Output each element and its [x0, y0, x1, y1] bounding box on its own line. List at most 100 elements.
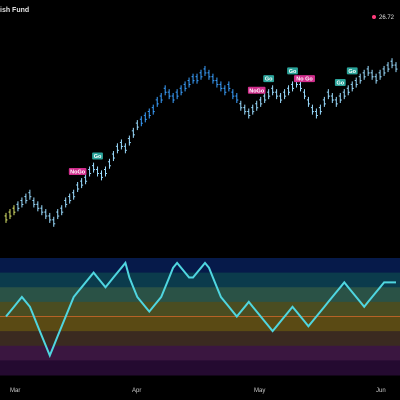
price-bar: [211, 73, 215, 84]
price-bar: [390, 58, 394, 69]
svg-text:No Go: No Go: [296, 77, 313, 83]
price-bar: [4, 212, 8, 223]
price-marker-icon: [371, 15, 376, 20]
price-bar: [263, 93, 267, 104]
price-bar: [342, 89, 346, 100]
price-bar: [350, 81, 354, 92]
x-axis: Mar Apr May Jun: [10, 388, 386, 394]
price-bar: [235, 93, 239, 104]
price-bar: [44, 209, 48, 220]
price-bar: [354, 77, 358, 88]
price-bar: [219, 81, 223, 92]
price-bar: [195, 73, 199, 84]
oscillator-band: [0, 301, 400, 317]
price-bar: [291, 81, 295, 92]
price-bar: [76, 181, 80, 192]
x-tick-label: Mar: [10, 388, 20, 394]
price-bar: [227, 81, 231, 92]
oscillator-band: [0, 258, 400, 274]
price-bar: [271, 85, 275, 96]
price-bar: [302, 89, 306, 100]
oscillator-band: [0, 360, 400, 376]
price-bar: [247, 108, 251, 119]
price-bar: [28, 189, 32, 200]
price-bar: [159, 93, 163, 104]
svg-text:Go: Go: [265, 77, 273, 83]
price-bar: [330, 93, 334, 104]
price-bar: [147, 108, 151, 119]
price-bar: [96, 166, 100, 177]
price-bar: [346, 85, 350, 96]
oscillator-band: [0, 287, 400, 303]
x-tick-label: May: [254, 388, 265, 394]
price-bar: [183, 81, 187, 92]
price-bar: [20, 197, 24, 208]
price-bar: [275, 89, 279, 100]
last-price-tag: 26.72: [371, 15, 394, 21]
svg-text:Go: Go: [94, 154, 102, 160]
go-signal-label: Go: [287, 67, 298, 75]
price-bar: [279, 93, 283, 104]
price-bar: [107, 158, 111, 169]
price-bar: [239, 100, 243, 111]
price-bar: [322, 96, 326, 107]
price-bar: [36, 201, 40, 212]
price-bar: [394, 62, 398, 73]
price-bar: [16, 201, 20, 212]
go-signal-label: Go: [346, 67, 358, 75]
price-bar: [382, 65, 386, 76]
price-bar: [24, 193, 28, 204]
price-bar: [135, 120, 139, 131]
price-bar: [163, 85, 167, 96]
go-signal-label: Go: [334, 79, 346, 87]
price-bar: [223, 85, 227, 96]
price-bar: [143, 112, 147, 123]
x-tick-label: Apr: [132, 388, 141, 394]
price-bar: [318, 104, 322, 115]
go-signal-label: Go: [263, 75, 275, 83]
price-bar: [103, 166, 107, 177]
nogo-signal-label: NoGo: [68, 167, 87, 175]
oscillator-line: [5, 260, 396, 359]
price-bar: [171, 93, 175, 104]
price-bar: [60, 205, 64, 216]
price-bar: [370, 69, 374, 80]
price-bar: [259, 96, 263, 107]
price-bar: [175, 89, 179, 100]
price-bar: [100, 170, 104, 181]
price-bar: [283, 89, 287, 100]
price-bar: [155, 96, 159, 107]
price-bar: [251, 104, 255, 115]
svg-text:Go: Go: [336, 81, 344, 87]
price-bar: [231, 89, 235, 100]
price-bar: [40, 205, 44, 216]
price-bar: [358, 73, 362, 84]
price-bar: [12, 205, 16, 216]
oscillator-band: [0, 345, 400, 361]
price-bar: [131, 127, 135, 138]
price-bar: [287, 85, 291, 96]
price-bar: [119, 139, 123, 150]
price-bar: [267, 89, 271, 100]
nogo-signal-label: NoGo: [247, 86, 266, 94]
price-bar: [378, 69, 382, 80]
price-bar: [139, 116, 143, 127]
price-bar: [306, 96, 310, 107]
chart-title: ish Fund: [0, 7, 30, 14]
price-bar: [191, 73, 195, 84]
price-bar: [8, 209, 12, 220]
price-bar: [199, 69, 203, 80]
price-bar: [243, 104, 247, 115]
price-bar: [179, 85, 183, 96]
svg-text:Go: Go: [289, 69, 297, 75]
price-bar: [366, 65, 370, 76]
price-bar: [314, 108, 318, 119]
price-bar: [123, 143, 127, 154]
price-bar: [386, 62, 390, 73]
price-bar: [215, 77, 219, 88]
go-signal-label: Go: [92, 152, 103, 160]
price-bar: [92, 162, 96, 173]
price-bar: [326, 89, 330, 100]
